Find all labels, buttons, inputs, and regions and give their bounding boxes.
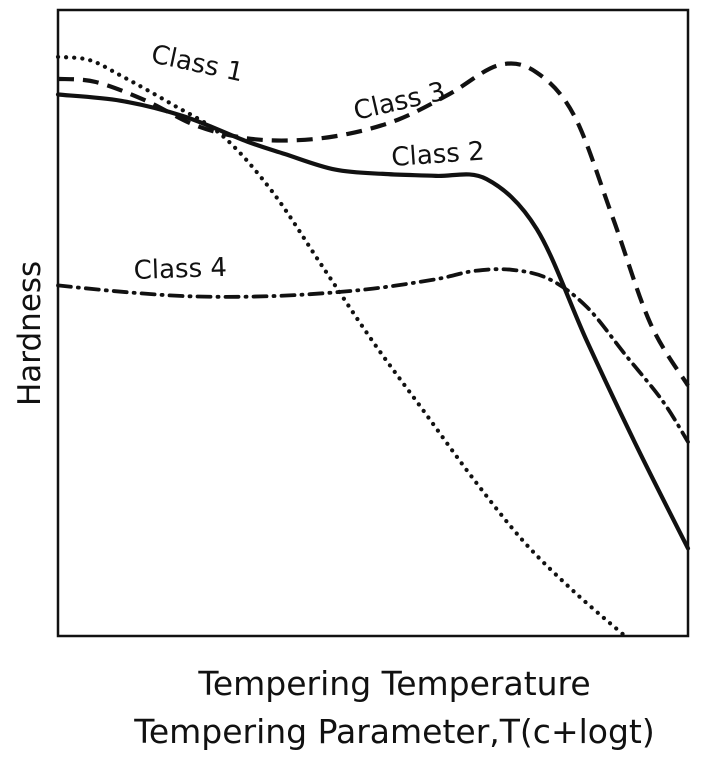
y-axis-label: Hardness xyxy=(12,260,48,406)
series-label-class-4: Class 4 xyxy=(133,253,227,286)
series-line-class-4 xyxy=(56,267,690,444)
series-line-class-1 xyxy=(55,54,628,639)
series-label-class-1: Class 1 xyxy=(149,40,246,89)
series-line-class-2 xyxy=(55,92,691,551)
x-axis-label-secondary: Tempering Parameter,T(c+logt) xyxy=(134,712,655,751)
series-label-class-2: Class 2 xyxy=(390,137,485,173)
x-axis-label: Tempering Temperature xyxy=(198,664,591,703)
plot-frame xyxy=(56,8,690,638)
